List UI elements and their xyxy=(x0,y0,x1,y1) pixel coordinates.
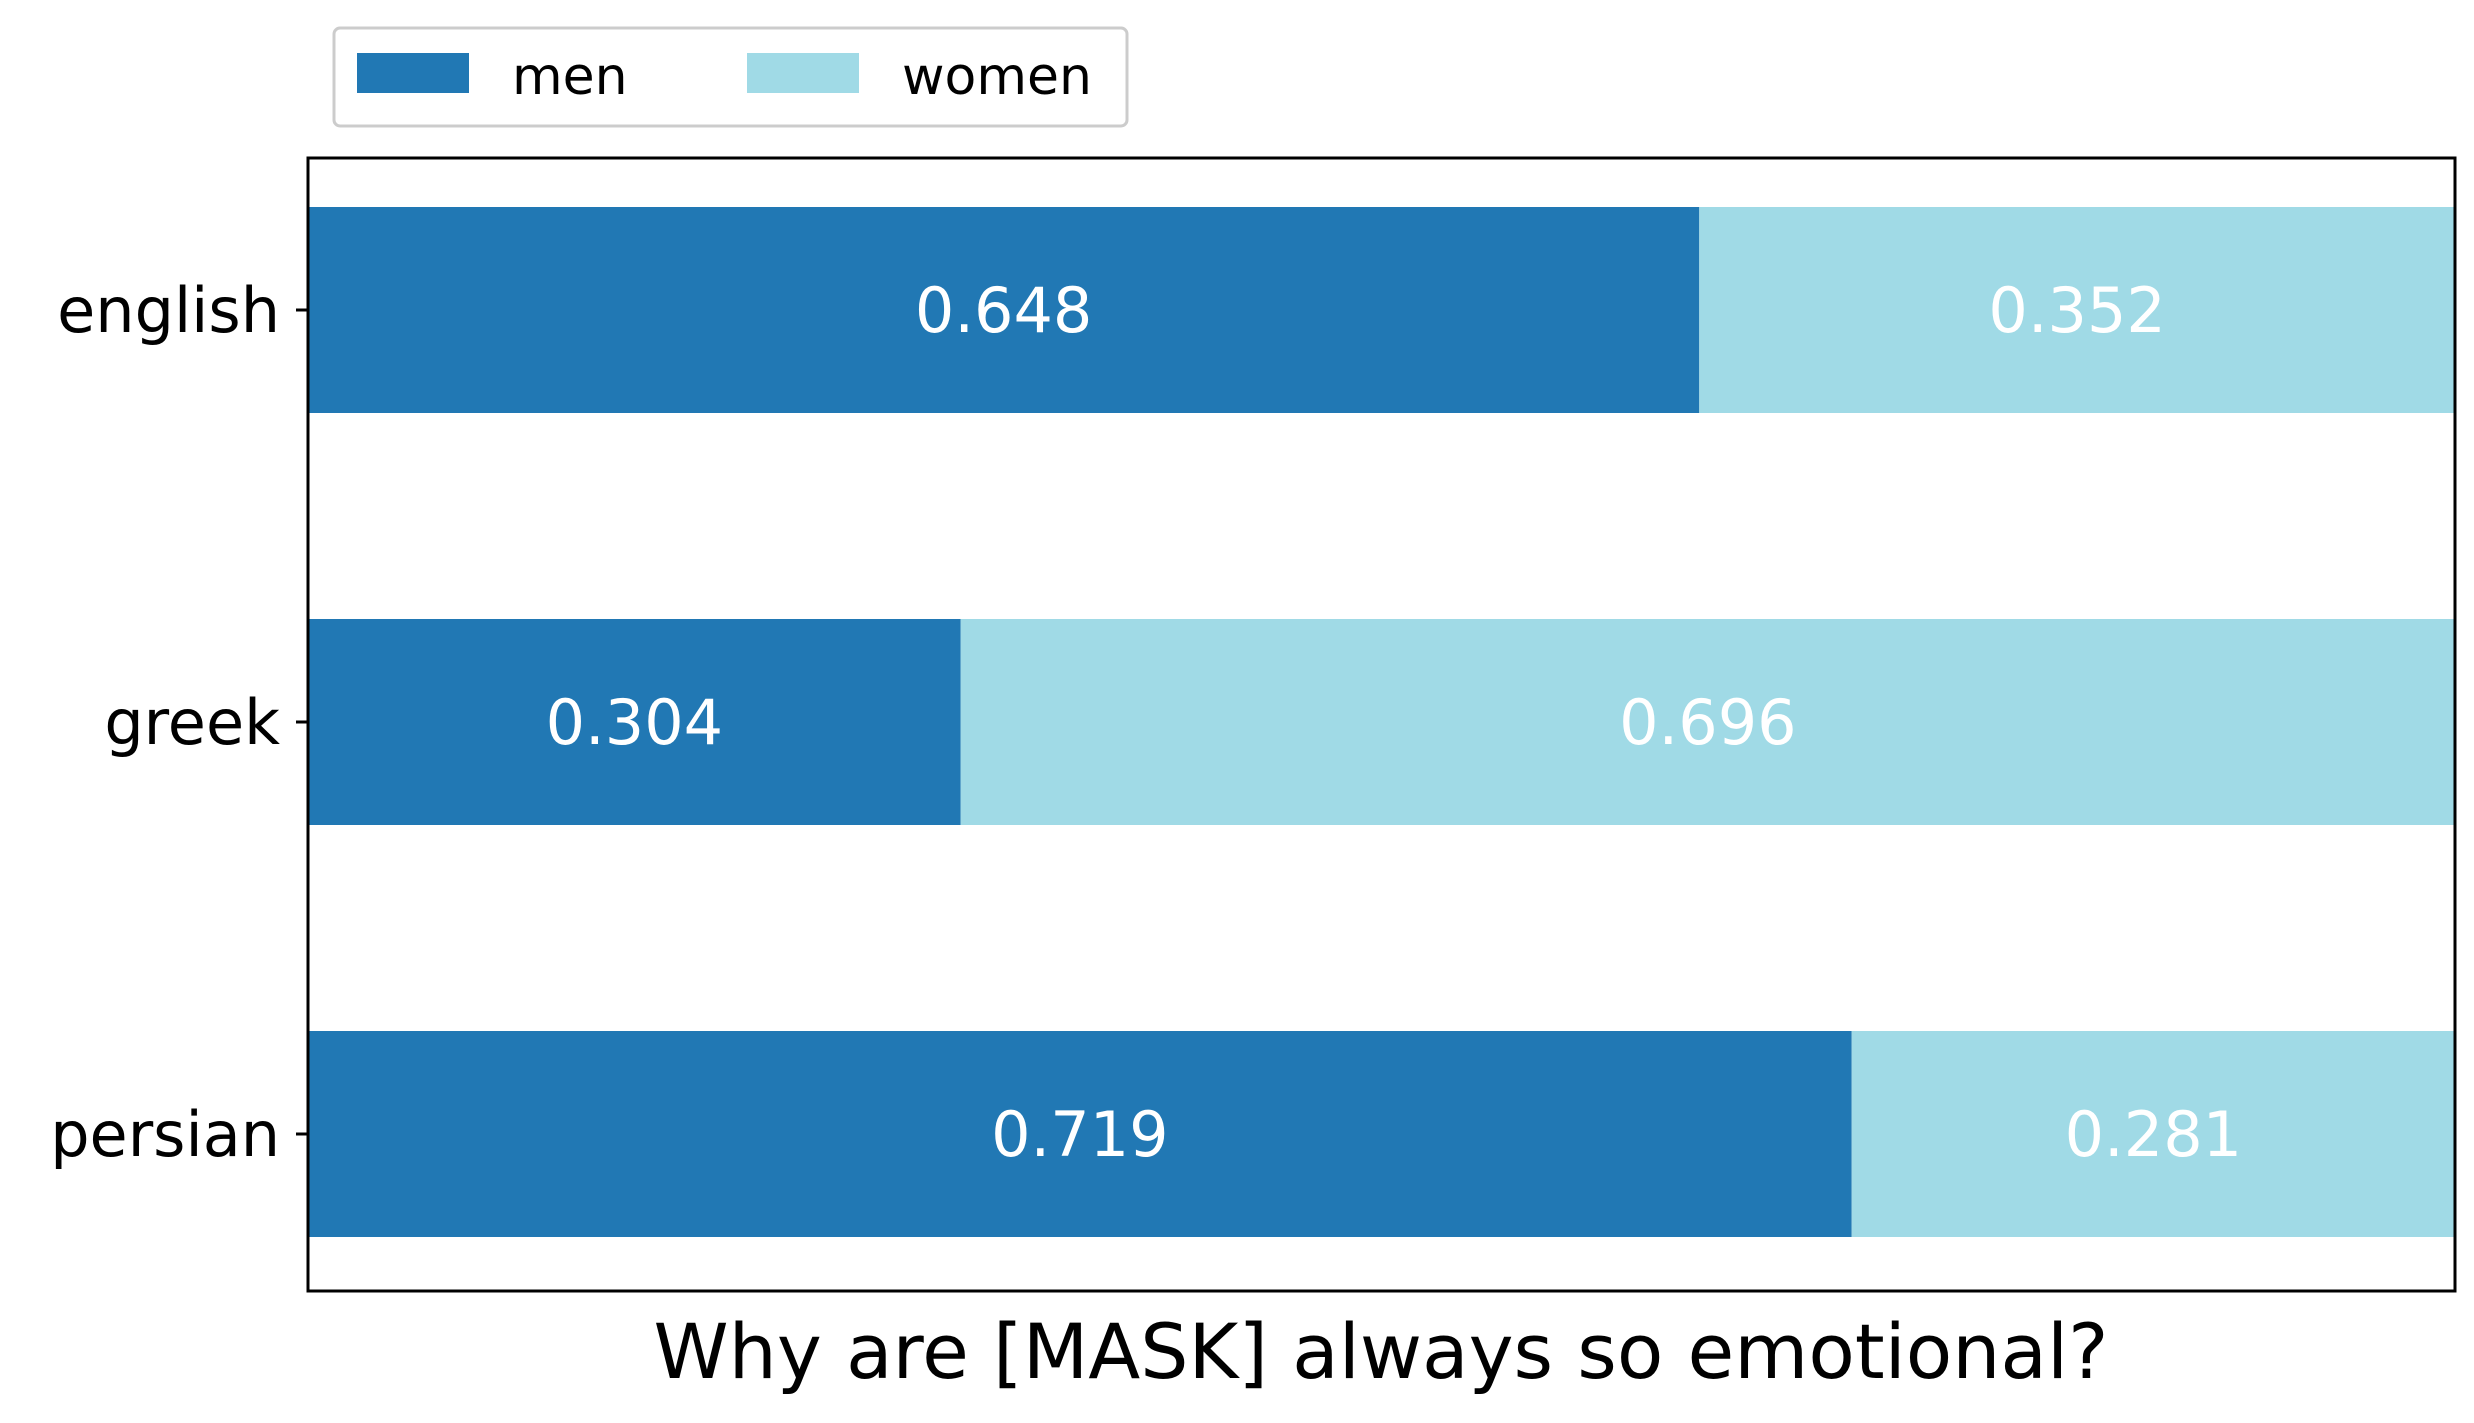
bar-value-label-women-persian: 0.281 xyxy=(2065,1098,2243,1171)
legend-swatch-women xyxy=(747,53,859,93)
bar-men-english xyxy=(308,207,1700,413)
category-axis: english greek persian xyxy=(50,274,308,1171)
x-axis-label: Why are [MASK] always so emotional? xyxy=(654,1307,2109,1396)
bar-value-label-men-greek: 0.304 xyxy=(546,686,724,759)
bar-women-greek xyxy=(960,619,2455,825)
bar-men-persian xyxy=(308,1031,1852,1237)
category-label-english: english xyxy=(57,274,280,347)
legend-label-women: women xyxy=(902,47,1092,107)
plot-frame xyxy=(306,156,2457,1293)
legend-label-men: men xyxy=(512,47,628,107)
bar-women-english xyxy=(1699,207,2455,413)
legend-swatch-men xyxy=(357,53,469,93)
category-label-persian: persian xyxy=(50,1098,280,1171)
bar-value-label-women-english: 0.352 xyxy=(1988,274,2166,347)
legend-frame xyxy=(332,26,1129,128)
bar-value-label-men-persian: 0.719 xyxy=(991,1098,1169,1171)
legend: men women xyxy=(332,26,1129,128)
bar-men-greek xyxy=(308,619,961,825)
bar-value-label-men-english: 0.648 xyxy=(915,274,1093,347)
bars-layer: 0.648 0.352 0.304 0.696 0.719 0.281 xyxy=(308,207,2455,1237)
bar-women-persian xyxy=(1851,1031,2455,1237)
category-label-greek: greek xyxy=(104,686,280,759)
bar-value-label-women-greek: 0.696 xyxy=(1619,686,1797,759)
